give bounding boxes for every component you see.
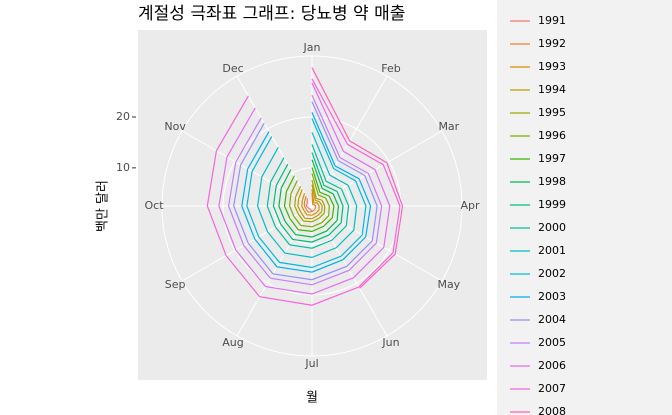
legend-label: 2005 bbox=[538, 336, 566, 349]
series-line bbox=[227, 94, 383, 286]
grid-spoke bbox=[311, 205, 443, 282]
legend-label: 1991 bbox=[538, 14, 566, 27]
series-line bbox=[241, 112, 372, 273]
legend-label: 2000 bbox=[538, 221, 566, 234]
grid-spoke bbox=[181, 130, 313, 207]
y-tick-label: 10 bbox=[116, 161, 130, 174]
legend-label: 1996 bbox=[538, 129, 566, 142]
series-line bbox=[246, 118, 367, 269]
y-axis-title: 백만 달러 bbox=[96, 180, 111, 232]
legend-label: 1994 bbox=[538, 83, 566, 96]
chart-title: 계절성 극좌표 그래프: 당뇨병 약 매출 bbox=[138, 4, 405, 24]
theta-label: Sep bbox=[165, 278, 186, 291]
legend-label: 1995 bbox=[538, 106, 566, 119]
grid-spoke bbox=[311, 205, 388, 337]
theta-label: Jun bbox=[381, 336, 399, 349]
grid-spoke bbox=[311, 130, 443, 207]
series-line bbox=[272, 152, 344, 243]
legend-label: 1998 bbox=[538, 175, 566, 188]
series-line bbox=[297, 184, 323, 220]
series-line bbox=[301, 189, 320, 216]
theta-label: Jul bbox=[304, 357, 318, 370]
series-line bbox=[266, 144, 350, 249]
theta-label: Dec bbox=[222, 62, 243, 75]
series-line bbox=[218, 82, 391, 295]
legend-label: 1997 bbox=[538, 152, 566, 165]
series-line bbox=[233, 101, 378, 281]
series-line bbox=[278, 159, 340, 238]
series-line bbox=[305, 198, 313, 212]
theta-label: Apr bbox=[460, 199, 480, 212]
series-line bbox=[256, 132, 358, 259]
legend-box bbox=[497, 0, 672, 415]
grid-spoke bbox=[236, 205, 313, 337]
theta-label: Nov bbox=[164, 120, 186, 133]
legend-label: 2004 bbox=[538, 313, 566, 326]
grid-circle bbox=[222, 116, 402, 296]
theta-label: Feb bbox=[381, 62, 400, 75]
theta-label: May bbox=[437, 278, 460, 291]
grid-spoke bbox=[236, 75, 313, 207]
legend-label: 2007 bbox=[538, 382, 566, 395]
legend-label: 2008 bbox=[538, 405, 566, 415]
legend-label: 1999 bbox=[538, 198, 566, 211]
legend-label: 1992 bbox=[538, 37, 566, 50]
theta-label: Oct bbox=[144, 199, 164, 212]
legend-label: 2003 bbox=[538, 290, 566, 303]
series-line bbox=[288, 173, 330, 228]
x-axis-title: 월 bbox=[306, 391, 318, 406]
series-line bbox=[206, 78, 401, 306]
theta-label: Jan bbox=[303, 41, 321, 54]
legend-label: 1993 bbox=[538, 60, 566, 73]
series-line bbox=[283, 167, 335, 233]
legend-label: 2001 bbox=[538, 244, 566, 257]
series-line bbox=[303, 192, 317, 213]
legend-label: 2006 bbox=[538, 359, 566, 372]
theta-label: Mar bbox=[438, 120, 459, 133]
series-line bbox=[311, 67, 404, 289]
theta-label: Aug bbox=[222, 336, 243, 349]
legend-label: 2002 bbox=[538, 267, 566, 280]
series-line bbox=[294, 179, 326, 223]
y-tick-label: 20 bbox=[116, 110, 130, 123]
